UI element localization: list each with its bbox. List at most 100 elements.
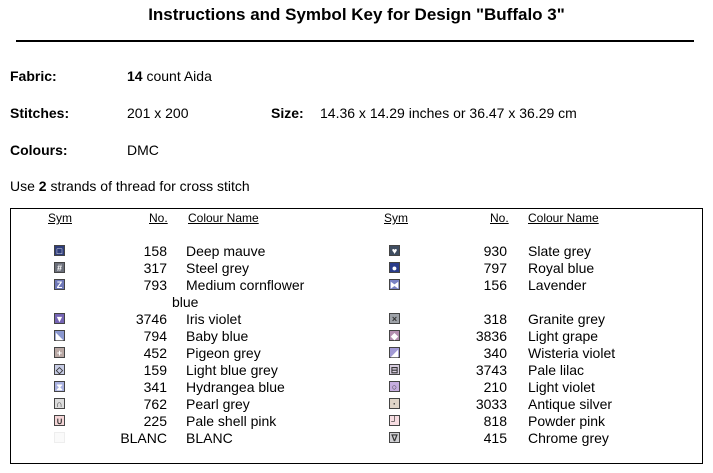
colour-name: BLANC [186, 430, 233, 446]
right-key-row: ┘ 818 Powder pink [0, 413, 713, 430]
colour-name: Pale shell pink [186, 413, 277, 429]
dmc-number: 318 [483, 311, 507, 327]
swatch-symbol-icon: × [389, 313, 400, 324]
dmc-number: 3743 [475, 362, 507, 378]
colour-name: Pearl grey [186, 396, 250, 412]
fabric-count: 14 [127, 68, 143, 84]
size-label: Size: [271, 105, 304, 121]
left-key-row: Z 793 Medium cornflower [0, 277, 713, 294]
left-key-row: ◇ 159 Light blue grey [0, 362, 713, 379]
swatch-symbol-icon: ∩ [54, 398, 65, 409]
left-key-row: ∪ 225 Pale shell pink [0, 413, 713, 430]
fabric-label: Fabric: [10, 68, 57, 84]
swatch-symbol-icon: · [389, 398, 400, 409]
colour-name: Deep mauve [186, 243, 266, 259]
right-key-row: ◆ 3836 Light grape [0, 328, 713, 345]
swatch-symbol-icon: ◇ [54, 364, 65, 375]
stitches-value: 201 x 200 [127, 105, 189, 121]
left-key-row: +452 Pigeon grey [0, 345, 713, 362]
dmc-number: 210 [483, 379, 507, 395]
dmc-number: 3836 [475, 328, 507, 344]
swatch-symbol-icon: ⊟ [389, 364, 400, 375]
title-divider [16, 40, 694, 42]
fabric-value: 14 count Aida [127, 68, 212, 84]
dmc-number: 340 [483, 345, 507, 361]
left-key-row: □ 158 Deep mauve [0, 243, 713, 260]
colour-name: Wisteria violet [528, 345, 616, 361]
right-key-row: ○ 210 Light violet [0, 379, 713, 396]
colour-name: Chrome grey [528, 430, 609, 446]
colour-name: Medium cornflower [186, 277, 305, 293]
right-header-no: No. [490, 211, 509, 225]
dmc-number: 158 [143, 243, 167, 259]
swatch-symbol-icon: + [54, 347, 65, 358]
colour-name: Light grape [528, 328, 599, 344]
dmc-number: 452 [143, 345, 167, 361]
right-key-row: · 3033 Antique silver [0, 396, 713, 413]
swatch-symbol-icon: # [54, 262, 65, 273]
colours-value: DMC [127, 142, 159, 158]
right-key-row: ● 797 Royal blue [0, 260, 713, 277]
colour-name: Hydrangea blue [186, 379, 285, 395]
swatch-symbol-icon: ♥ [389, 245, 400, 256]
swatch-symbol-icon [54, 432, 65, 443]
dmc-number: 797 [483, 260, 507, 276]
dmc-number: BLANC [120, 430, 167, 446]
dmc-number: 762 [143, 396, 167, 412]
left-key-row: BLANC BLANC [0, 430, 713, 447]
swatch-symbol-icon: Z [54, 279, 65, 290]
dmc-number: 793 [143, 277, 167, 293]
colour-name: Pale lilac [528, 362, 585, 378]
symbol-key-table [10, 208, 703, 464]
stitches-label: Stitches: [10, 105, 70, 121]
left-header-sym: Sym [48, 211, 72, 225]
colour-name: Lavender [528, 277, 587, 293]
colour-name: Slate grey [528, 243, 592, 259]
colour-name: Light blue grey [186, 362, 278, 378]
right-key-row: ⊟ 3743 Pale lilac [0, 362, 713, 379]
left-key-row: #317 Steel grey [0, 260, 713, 277]
swatch-symbol-icon: ∪ [54, 415, 65, 426]
swatch-symbol-icon: ○ [389, 381, 400, 392]
left-header-name: Colour Name [188, 211, 259, 225]
swatch-symbol-icon: ◆ [389, 330, 400, 341]
dmc-number: 159 [143, 362, 167, 378]
instruction-strands: 2 [38, 178, 47, 194]
right-key-row: ◢ 340 Wisteria violet [0, 345, 713, 362]
right-header-name: Colour Name [528, 211, 599, 225]
dmc-number: 3033 [475, 396, 507, 412]
instruction-text: Use 2 strands of thread for cross stitch [10, 178, 250, 194]
colour-name: Royal blue [528, 260, 595, 276]
right-key-row: ♥ 930 Slate grey [0, 243, 713, 260]
swatch-symbol-icon: ∇ [389, 432, 400, 443]
document-title: Instructions and Symbol Key for Design "… [148, 5, 565, 24]
dmc-number: 317 [143, 260, 167, 276]
colour-name: Light violet [528, 379, 595, 395]
swatch-symbol-icon: ┘ [389, 415, 400, 426]
colour-name: Baby blue [186, 328, 249, 344]
right-key-row: ⧓ 156 Lavender [0, 277, 713, 294]
dmc-number: 341 [143, 379, 167, 395]
instruction-post: strands of thread for cross stitch [50, 178, 250, 194]
colour-name: Steel grey [186, 260, 250, 276]
dmc-number: 225 [143, 413, 167, 429]
left-header-no: No. [149, 211, 168, 225]
swatch-symbol-icon: ⧗ [54, 381, 65, 392]
right-key-row: × 318 Granite grey [0, 311, 713, 328]
dmc-number: 818 [483, 413, 507, 429]
swatch-symbol-icon: ◣ [54, 330, 65, 341]
dmc-number: 415 [483, 430, 507, 446]
colour-name: Pigeon grey [186, 345, 261, 361]
dmc-number: 3746 [135, 311, 167, 327]
swatch-symbol-icon: ▼ [54, 313, 65, 324]
colour-name: Powder pink [528, 413, 606, 429]
left-key-row: ▼ 3746 Iris violet [0, 311, 713, 328]
dmc-number: 794 [143, 328, 167, 344]
left-key-row: ⧗ 341 Hydrangea blue [0, 379, 713, 396]
left-key-row: ◣ 794 Baby blue [0, 328, 713, 345]
dmc-number: 156 [483, 277, 507, 293]
colour-name: Granite grey [528, 311, 606, 327]
colour-name: Antique silver [528, 396, 613, 412]
colour-name-continued: blue [172, 294, 199, 310]
right-header-sym: Sym [384, 211, 408, 225]
